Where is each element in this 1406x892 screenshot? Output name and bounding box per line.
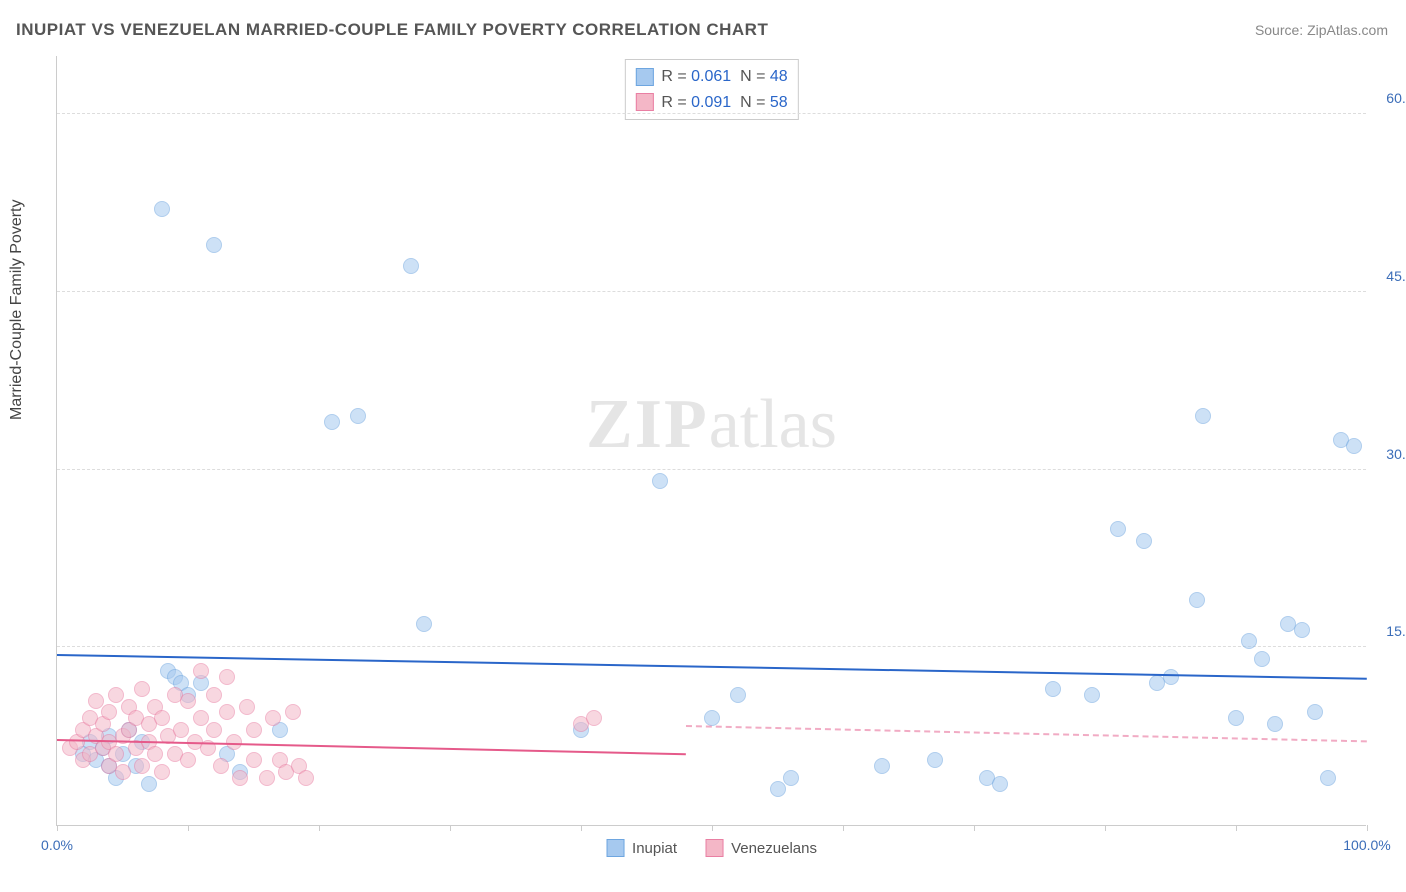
data-point [180, 752, 196, 768]
data-point [1110, 521, 1126, 537]
data-point [770, 781, 786, 797]
x-tick [450, 825, 451, 831]
data-point [1346, 438, 1362, 454]
data-point [134, 758, 150, 774]
data-point [246, 752, 262, 768]
legend-item-venezuelans: Venezuelans [705, 839, 817, 857]
data-point [730, 687, 746, 703]
data-point [783, 770, 799, 786]
legend-item-inupiat: Inupiat [606, 839, 677, 857]
data-point [141, 776, 157, 792]
y-axis-label: Married-Couple Family Poverty [8, 199, 26, 420]
data-point [232, 770, 248, 786]
data-point [193, 663, 209, 679]
data-point [173, 722, 189, 738]
data-point [154, 201, 170, 217]
swatch-icon [635, 68, 653, 86]
data-point [1241, 633, 1257, 649]
data-point [193, 710, 209, 726]
data-point [1195, 408, 1211, 424]
trend-line-dashed [686, 725, 1367, 742]
data-point [874, 758, 890, 774]
data-point [1045, 681, 1061, 697]
x-tick [57, 825, 58, 831]
data-point [652, 473, 668, 489]
data-point [403, 258, 419, 274]
grid-line [57, 646, 1366, 647]
stats-legend: R = 0.061 N = 48 R = 0.091 N = 58 [624, 59, 798, 120]
data-point [350, 408, 366, 424]
data-point [101, 704, 117, 720]
data-point [704, 710, 720, 726]
data-point [1267, 716, 1283, 732]
data-point [206, 237, 222, 253]
stats-row-inupiat: R = 0.061 N = 48 [635, 64, 787, 90]
series-legend: Inupiat Venezuelans [606, 839, 817, 857]
data-point [180, 693, 196, 709]
data-point [416, 616, 432, 632]
swatch-icon [606, 839, 624, 857]
data-point [259, 770, 275, 786]
data-point [108, 746, 124, 762]
data-point [219, 669, 235, 685]
x-tick [1367, 825, 1368, 831]
x-tick-label: 100.0% [1343, 837, 1390, 853]
data-point [586, 710, 602, 726]
trend-line [57, 654, 1367, 680]
swatch-icon [705, 839, 723, 857]
chart-title: INUPIAT VS VENEZUELAN MARRIED-COUPLE FAM… [16, 20, 768, 40]
swatch-icon [635, 93, 653, 111]
data-point [115, 764, 131, 780]
x-tick [712, 825, 713, 831]
x-tick [1105, 825, 1106, 831]
y-tick-label: 60.0% [1371, 90, 1406, 106]
data-point [239, 699, 255, 715]
data-point [1136, 533, 1152, 549]
data-point [265, 710, 281, 726]
scatter-chart: ZIPatlas R = 0.061 N = 48 R = 0.091 N = … [56, 56, 1366, 826]
watermark: ZIPatlas [586, 385, 837, 465]
x-tick [843, 825, 844, 831]
data-point [206, 687, 222, 703]
y-tick-label: 45.0% [1371, 268, 1406, 284]
data-point [324, 414, 340, 430]
x-tick [581, 825, 582, 831]
x-tick [188, 825, 189, 831]
grid-line [57, 113, 1366, 114]
data-point [1084, 687, 1100, 703]
data-point [1228, 710, 1244, 726]
grid-line [57, 291, 1366, 292]
y-tick-label: 30.0% [1371, 446, 1406, 462]
data-point [992, 776, 1008, 792]
x-tick-label: 0.0% [41, 837, 73, 853]
stats-row-venezuelans: R = 0.091 N = 58 [635, 90, 787, 116]
data-point [1294, 622, 1310, 638]
y-tick-label: 15.0% [1371, 623, 1406, 639]
data-point [154, 710, 170, 726]
data-point [298, 770, 314, 786]
data-point [134, 681, 150, 697]
grid-line [57, 469, 1366, 470]
x-tick [319, 825, 320, 831]
data-point [285, 704, 301, 720]
data-point [154, 764, 170, 780]
x-tick [1236, 825, 1237, 831]
data-point [927, 752, 943, 768]
source-label: Source: ZipAtlas.com [1255, 22, 1388, 38]
data-point [1307, 704, 1323, 720]
data-point [108, 687, 124, 703]
data-point [88, 693, 104, 709]
data-point [206, 722, 222, 738]
data-point [1254, 651, 1270, 667]
data-point [1320, 770, 1336, 786]
data-point [246, 722, 262, 738]
x-tick [974, 825, 975, 831]
data-point [1189, 592, 1205, 608]
data-point [219, 704, 235, 720]
data-point [147, 746, 163, 762]
data-point [213, 758, 229, 774]
data-point [1163, 669, 1179, 685]
